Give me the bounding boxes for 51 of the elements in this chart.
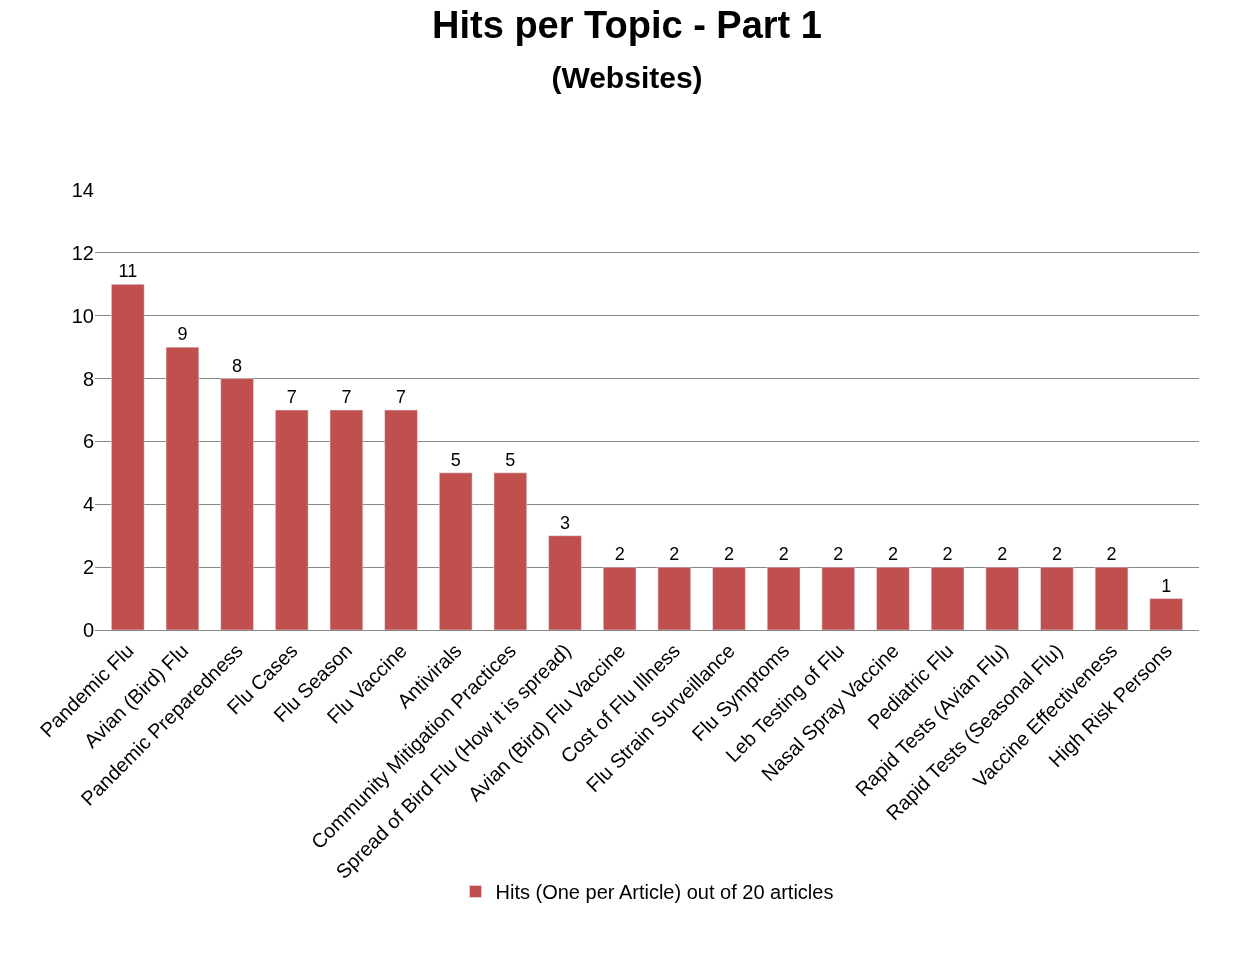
data-label: 2 bbox=[1051, 544, 1062, 565]
data-label: 2 bbox=[942, 544, 953, 565]
bar bbox=[220, 378, 254, 630]
bar bbox=[275, 409, 309, 630]
chart-subtitle: (Websites) bbox=[551, 60, 703, 94]
bar bbox=[329, 409, 364, 630]
y-tick-label: 14 bbox=[71, 179, 94, 201]
legend-label: Hits (One per Article) out of 20 articles bbox=[495, 881, 834, 904]
y-tick-label: 6 bbox=[82, 430, 94, 453]
bar bbox=[1149, 598, 1183, 630]
y-tick-label: 0 bbox=[82, 619, 94, 641]
y-tick-label: 4 bbox=[82, 493, 94, 516]
data-label: 9 bbox=[177, 324, 188, 345]
y-tick-label: 12 bbox=[71, 241, 94, 264]
bar bbox=[603, 566, 637, 630]
bar bbox=[712, 566, 746, 630]
bar bbox=[439, 472, 473, 630]
bar bbox=[985, 566, 1019, 630]
data-label: 2 bbox=[887, 544, 898, 565]
bar bbox=[548, 535, 582, 630]
bar bbox=[111, 284, 145, 630]
bar bbox=[876, 566, 910, 630]
data-label: 7 bbox=[286, 387, 297, 407]
data-label: 2 bbox=[778, 544, 789, 565]
data-label: 11 bbox=[118, 261, 138, 282]
bar bbox=[1040, 566, 1074, 630]
data-label: 5 bbox=[505, 449, 516, 470]
bar bbox=[930, 566, 965, 630]
y-tick-label: 2 bbox=[82, 556, 94, 579]
data-label: 2 bbox=[614, 544, 625, 565]
data-label: 7 bbox=[396, 387, 407, 407]
bar bbox=[165, 346, 200, 630]
bar bbox=[766, 566, 801, 630]
bar bbox=[493, 472, 528, 630]
bar bbox=[384, 409, 418, 630]
data-label: 2 bbox=[997, 544, 1008, 565]
chart-title: Hits per Topic - Part 1 bbox=[432, 4, 822, 47]
y-tick-label: 8 bbox=[82, 367, 94, 390]
bar bbox=[1094, 566, 1129, 630]
data-label: 2 bbox=[723, 544, 734, 565]
data-label: 2 bbox=[669, 544, 680, 565]
data-label: 5 bbox=[450, 449, 461, 470]
bar bbox=[657, 566, 691, 630]
data-label: 3 bbox=[560, 512, 571, 533]
data-label: 7 bbox=[341, 387, 352, 407]
data-label: 2 bbox=[1106, 544, 1117, 565]
bar bbox=[821, 566, 855, 630]
data-label: 8 bbox=[232, 355, 243, 376]
data-label: 2 bbox=[833, 544, 844, 565]
y-tick-label: 10 bbox=[71, 304, 94, 327]
data-label: 1 bbox=[1161, 575, 1172, 596]
